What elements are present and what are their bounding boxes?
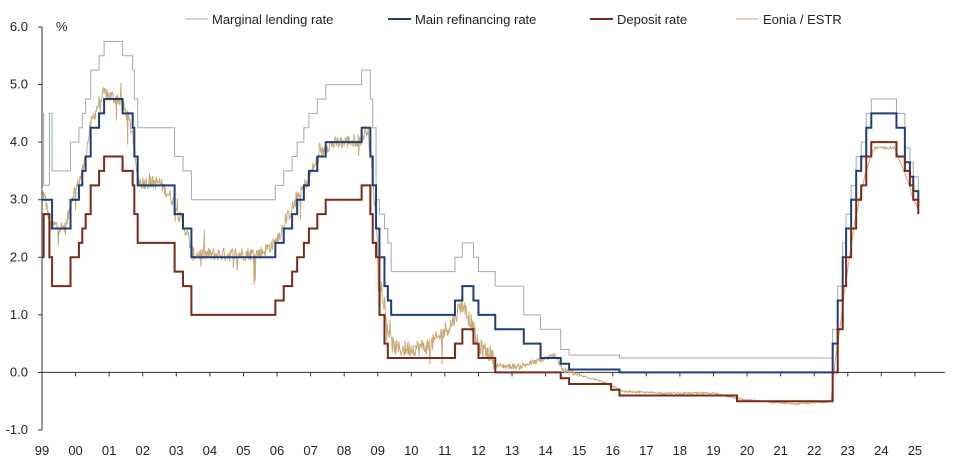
x-tick-label: 00 <box>68 443 82 458</box>
x-tick-label: 18 <box>673 443 687 458</box>
series-line-marginal-lending-rate <box>42 40 919 359</box>
x-tick-label: 04 <box>203 443 217 458</box>
x-tick-label: 19 <box>706 443 720 458</box>
x-tick-label: 07 <box>303 443 317 458</box>
x-tick-label: 22 <box>807 443 821 458</box>
legend-item: Marginal lending rate <box>185 12 333 27</box>
x-tick-label: 99 <box>35 443 49 458</box>
x-tick-label: 08 <box>337 443 351 458</box>
x-tick-label: 20 <box>740 443 754 458</box>
y-tick-label: 1.0 <box>10 307 28 322</box>
plot-area <box>41 40 920 406</box>
x-tick-label: 16 <box>606 443 620 458</box>
legend-label: Eonia / ESTR <box>763 12 842 27</box>
legend: Marginal lending rate Main refinancing ra… <box>185 12 842 27</box>
y-tick-label: 4.0 <box>10 134 28 149</box>
y-tick-label: 0.0 <box>10 364 28 379</box>
x-tick-label: 24 <box>874 443 888 458</box>
x-tick-label: 05 <box>236 443 250 458</box>
legend-item: Eonia / ESTR <box>736 12 842 27</box>
x-tick-label: 13 <box>505 443 519 458</box>
x-tick-label: 03 <box>169 443 183 458</box>
x-tick-label: 17 <box>639 443 653 458</box>
y-tick-label: 2.0 <box>10 249 28 264</box>
x-tick-label: 09 <box>371 443 385 458</box>
x-tick-label: 06 <box>270 443 284 458</box>
x-tick-label: 01 <box>102 443 116 458</box>
y-tick-label: 6.0 <box>10 19 28 34</box>
legend-item: Main refinancing rate <box>388 12 536 27</box>
x-tick-label: 25 <box>908 443 922 458</box>
y-tick-label: 5.0 <box>10 77 28 92</box>
x-tick-label: 14 <box>538 443 552 458</box>
legend-label: Marginal lending rate <box>212 12 333 27</box>
x-tick-label: 15 <box>572 443 586 458</box>
x-tick-label: 12 <box>471 443 485 458</box>
y-axis-unit-label: % <box>56 19 68 34</box>
legend-item: Deposit rate <box>590 12 687 27</box>
x-tick-label: 23 <box>841 443 855 458</box>
y-tick-label: 3.0 <box>10 192 28 207</box>
legend-label: Main refinancing rate <box>415 12 536 27</box>
x-tick-label: 11 <box>438 443 452 458</box>
series-line-eonia-estr <box>41 83 919 406</box>
y-tick-label: -1.0 <box>6 422 28 437</box>
x-tick-label: 10 <box>404 443 418 458</box>
x-tick-label: 02 <box>135 443 149 458</box>
x-axis: 99 00 01 02 03 04 05 06 07 08 09 10 11 12 13 14 15 16 17 18… <box>35 371 945 458</box>
y-axis: 6.0 5.0 4.0 3.0 2.0 1.0 0.0 -1.0 <box>6 19 43 437</box>
series-line-main-refinancing-rate <box>42 97 920 374</box>
series-line-deposit-rate <box>42 141 920 403</box>
x-tick-label: 21 <box>773 443 787 458</box>
legend-label: Deposit rate <box>617 12 687 27</box>
